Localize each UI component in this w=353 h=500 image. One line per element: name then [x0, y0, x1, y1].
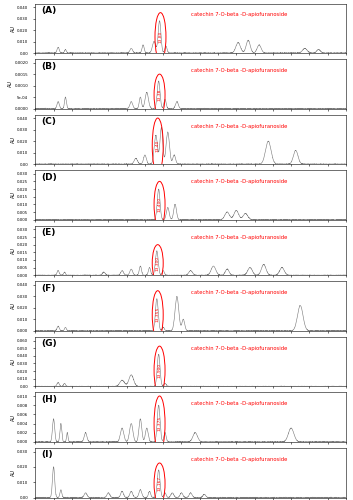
Y-axis label: AU: AU [8, 80, 13, 87]
Text: 13.38: 13.38 [157, 88, 162, 101]
Text: (I): (I) [42, 450, 53, 460]
Text: catechin 7-O-beta -D-apiofuranoside: catechin 7-O-beta -D-apiofuranoside [191, 402, 287, 406]
Text: catechin 7-O-beta -D-apiofuranoside: catechin 7-O-beta -D-apiofuranoside [191, 234, 287, 240]
Text: catechin 7-O-beta -D-apiofuranoside: catechin 7-O-beta -D-apiofuranoside [191, 346, 287, 351]
Text: 13.80: 13.80 [158, 30, 162, 43]
Text: (H): (H) [42, 395, 58, 404]
Y-axis label: AU: AU [11, 192, 16, 198]
Text: 13.400: 13.400 [157, 197, 162, 212]
Y-axis label: AU: AU [11, 414, 16, 420]
Text: 13.900: 13.900 [157, 362, 162, 378]
Text: catechin 7-O-beta -D-apiofuranoside: catechin 7-O-beta -D-apiofuranoside [191, 124, 287, 128]
Text: (G): (G) [42, 340, 57, 348]
Text: catechin 7-O-beta -D-apiofuranoside: catechin 7-O-beta -D-apiofuranoside [191, 12, 287, 18]
Y-axis label: AU: AU [11, 358, 16, 365]
Text: (F): (F) [42, 284, 56, 293]
Text: (C): (C) [42, 117, 56, 126]
Y-axis label: AU: AU [11, 470, 16, 476]
Text: 13.355: 13.355 [156, 307, 160, 322]
Text: catechin 7-O-beta -D-apiofuranoside: catechin 7-O-beta -D-apiofuranoside [191, 179, 287, 184]
Text: (D): (D) [42, 172, 57, 182]
Text: catechin 7-O-beta -D-apiofuranoside: catechin 7-O-beta -D-apiofuranoside [191, 68, 287, 73]
Y-axis label: AU: AU [11, 247, 16, 254]
Text: (B): (B) [42, 62, 56, 70]
Text: 13.40: 13.40 [156, 140, 160, 152]
Y-axis label: AU: AU [11, 136, 16, 143]
Text: (A): (A) [42, 6, 57, 15]
Text: catechin 7-O-beta -D-apiofuranoside: catechin 7-O-beta -D-apiofuranoside [191, 457, 287, 462]
Text: 13.300: 13.300 [156, 256, 160, 270]
Y-axis label: AU: AU [11, 25, 16, 32]
Text: 13.375: 13.375 [157, 416, 162, 431]
Y-axis label: AU: AU [11, 302, 16, 310]
Text: (E): (E) [42, 228, 56, 237]
Text: 13.167: 13.167 [157, 476, 162, 492]
Text: catechin 7-O-beta -D-apiofuranoside: catechin 7-O-beta -D-apiofuranoside [191, 290, 287, 295]
